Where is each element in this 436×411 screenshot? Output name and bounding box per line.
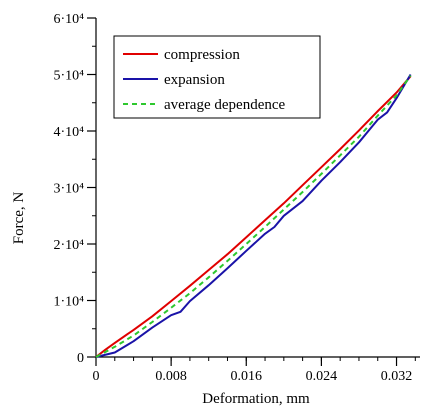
series-layer <box>95 73 412 358</box>
legend-label: compression <box>164 47 240 63</box>
y-tick-label: 1·10⁴ <box>53 295 84 310</box>
y-axis-title: Force, N <box>11 192 27 245</box>
x-tick-label: 0 <box>93 369 100 384</box>
series-line-average-dependence <box>95 75 412 358</box>
x-tick-label: 0.008 <box>155 369 187 384</box>
y-tick-label: 5·10⁴ <box>53 69 84 84</box>
x-axis-ticks: 0 0.008 0.016 0.024 0.032 <box>93 357 416 384</box>
x-tick-label: 0.032 <box>381 369 413 384</box>
legend-box <box>113 35 321 119</box>
y-tick-label: 6·10⁴ <box>53 12 84 27</box>
series-line-compression <box>95 75 412 358</box>
x-tick-label: 0.016 <box>231 369 263 384</box>
y-axis-ticks: 0 1·10⁴ 2·10⁴ 3·10⁴ 4·10⁴ 5·10⁴ 6·10⁴ <box>53 12 96 366</box>
y-tick-label: 3·10⁴ <box>53 182 84 197</box>
series-line-expansion <box>95 73 412 358</box>
legend: compression expansion average dependence <box>113 35 321 119</box>
y-tick-label: 4·10⁴ <box>53 125 84 140</box>
legend-label: expansion <box>164 72 225 88</box>
y-tick-label: 0 <box>77 351 84 366</box>
x-axis-title: Deformation, mm <box>202 391 310 407</box>
x-tick-label: 0.024 <box>306 369 338 384</box>
legend-label: average dependence <box>164 97 286 113</box>
y-tick-label: 2·10⁴ <box>53 238 84 253</box>
